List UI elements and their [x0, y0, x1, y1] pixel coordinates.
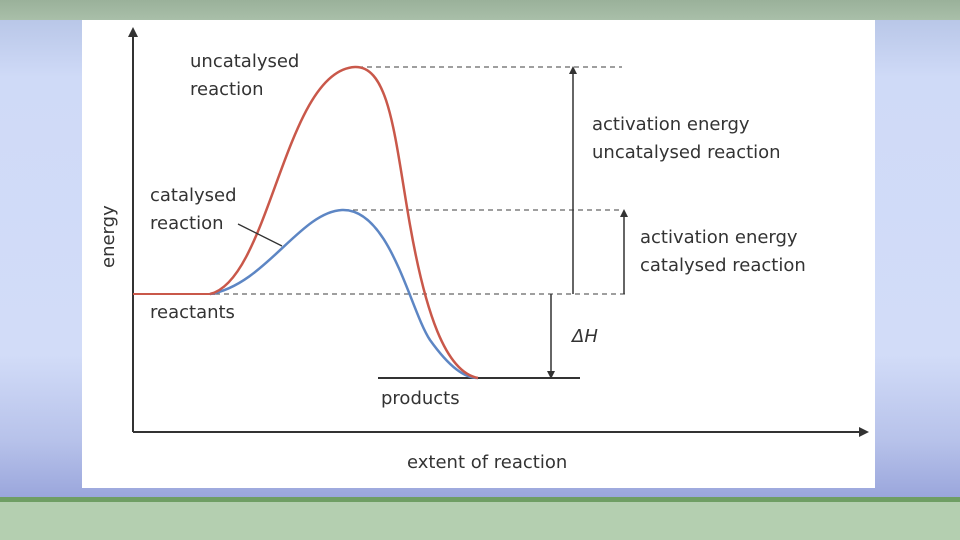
catalysed-label-line1: catalysed: [150, 185, 237, 206]
ea-catalysed-label-line2: catalysed reaction: [640, 255, 806, 276]
reactants-label: reactants: [150, 302, 235, 323]
catalysed-label-pointer: [237, 223, 283, 247]
uncatalysed-curve: [209, 65, 479, 380]
uncatalysed-label-line2: reaction: [190, 79, 264, 100]
delta-h-label: ΔH: [570, 326, 598, 347]
y-axis-label: energy: [98, 205, 119, 268]
diagram-panel: [82, 20, 875, 488]
uncatalysed-label-line1: uncatalysed: [190, 51, 299, 72]
top-green-band: [0, 0, 960, 20]
bottom-green-line: [0, 497, 960, 502]
products-label: products: [381, 388, 460, 409]
ea-uncatalysed-label-line1: activation energy: [592, 114, 750, 135]
catalysed-curve: [209, 208, 479, 380]
catalysed-label-line2: reaction: [150, 213, 224, 234]
bottom-green-band: [0, 502, 960, 540]
ea-catalysed-label-line1: activation energy: [640, 227, 798, 248]
ea-uncatalysed-label-line2: uncatalysed reaction: [592, 142, 781, 163]
x-axis-label: extent of reaction: [407, 452, 567, 473]
